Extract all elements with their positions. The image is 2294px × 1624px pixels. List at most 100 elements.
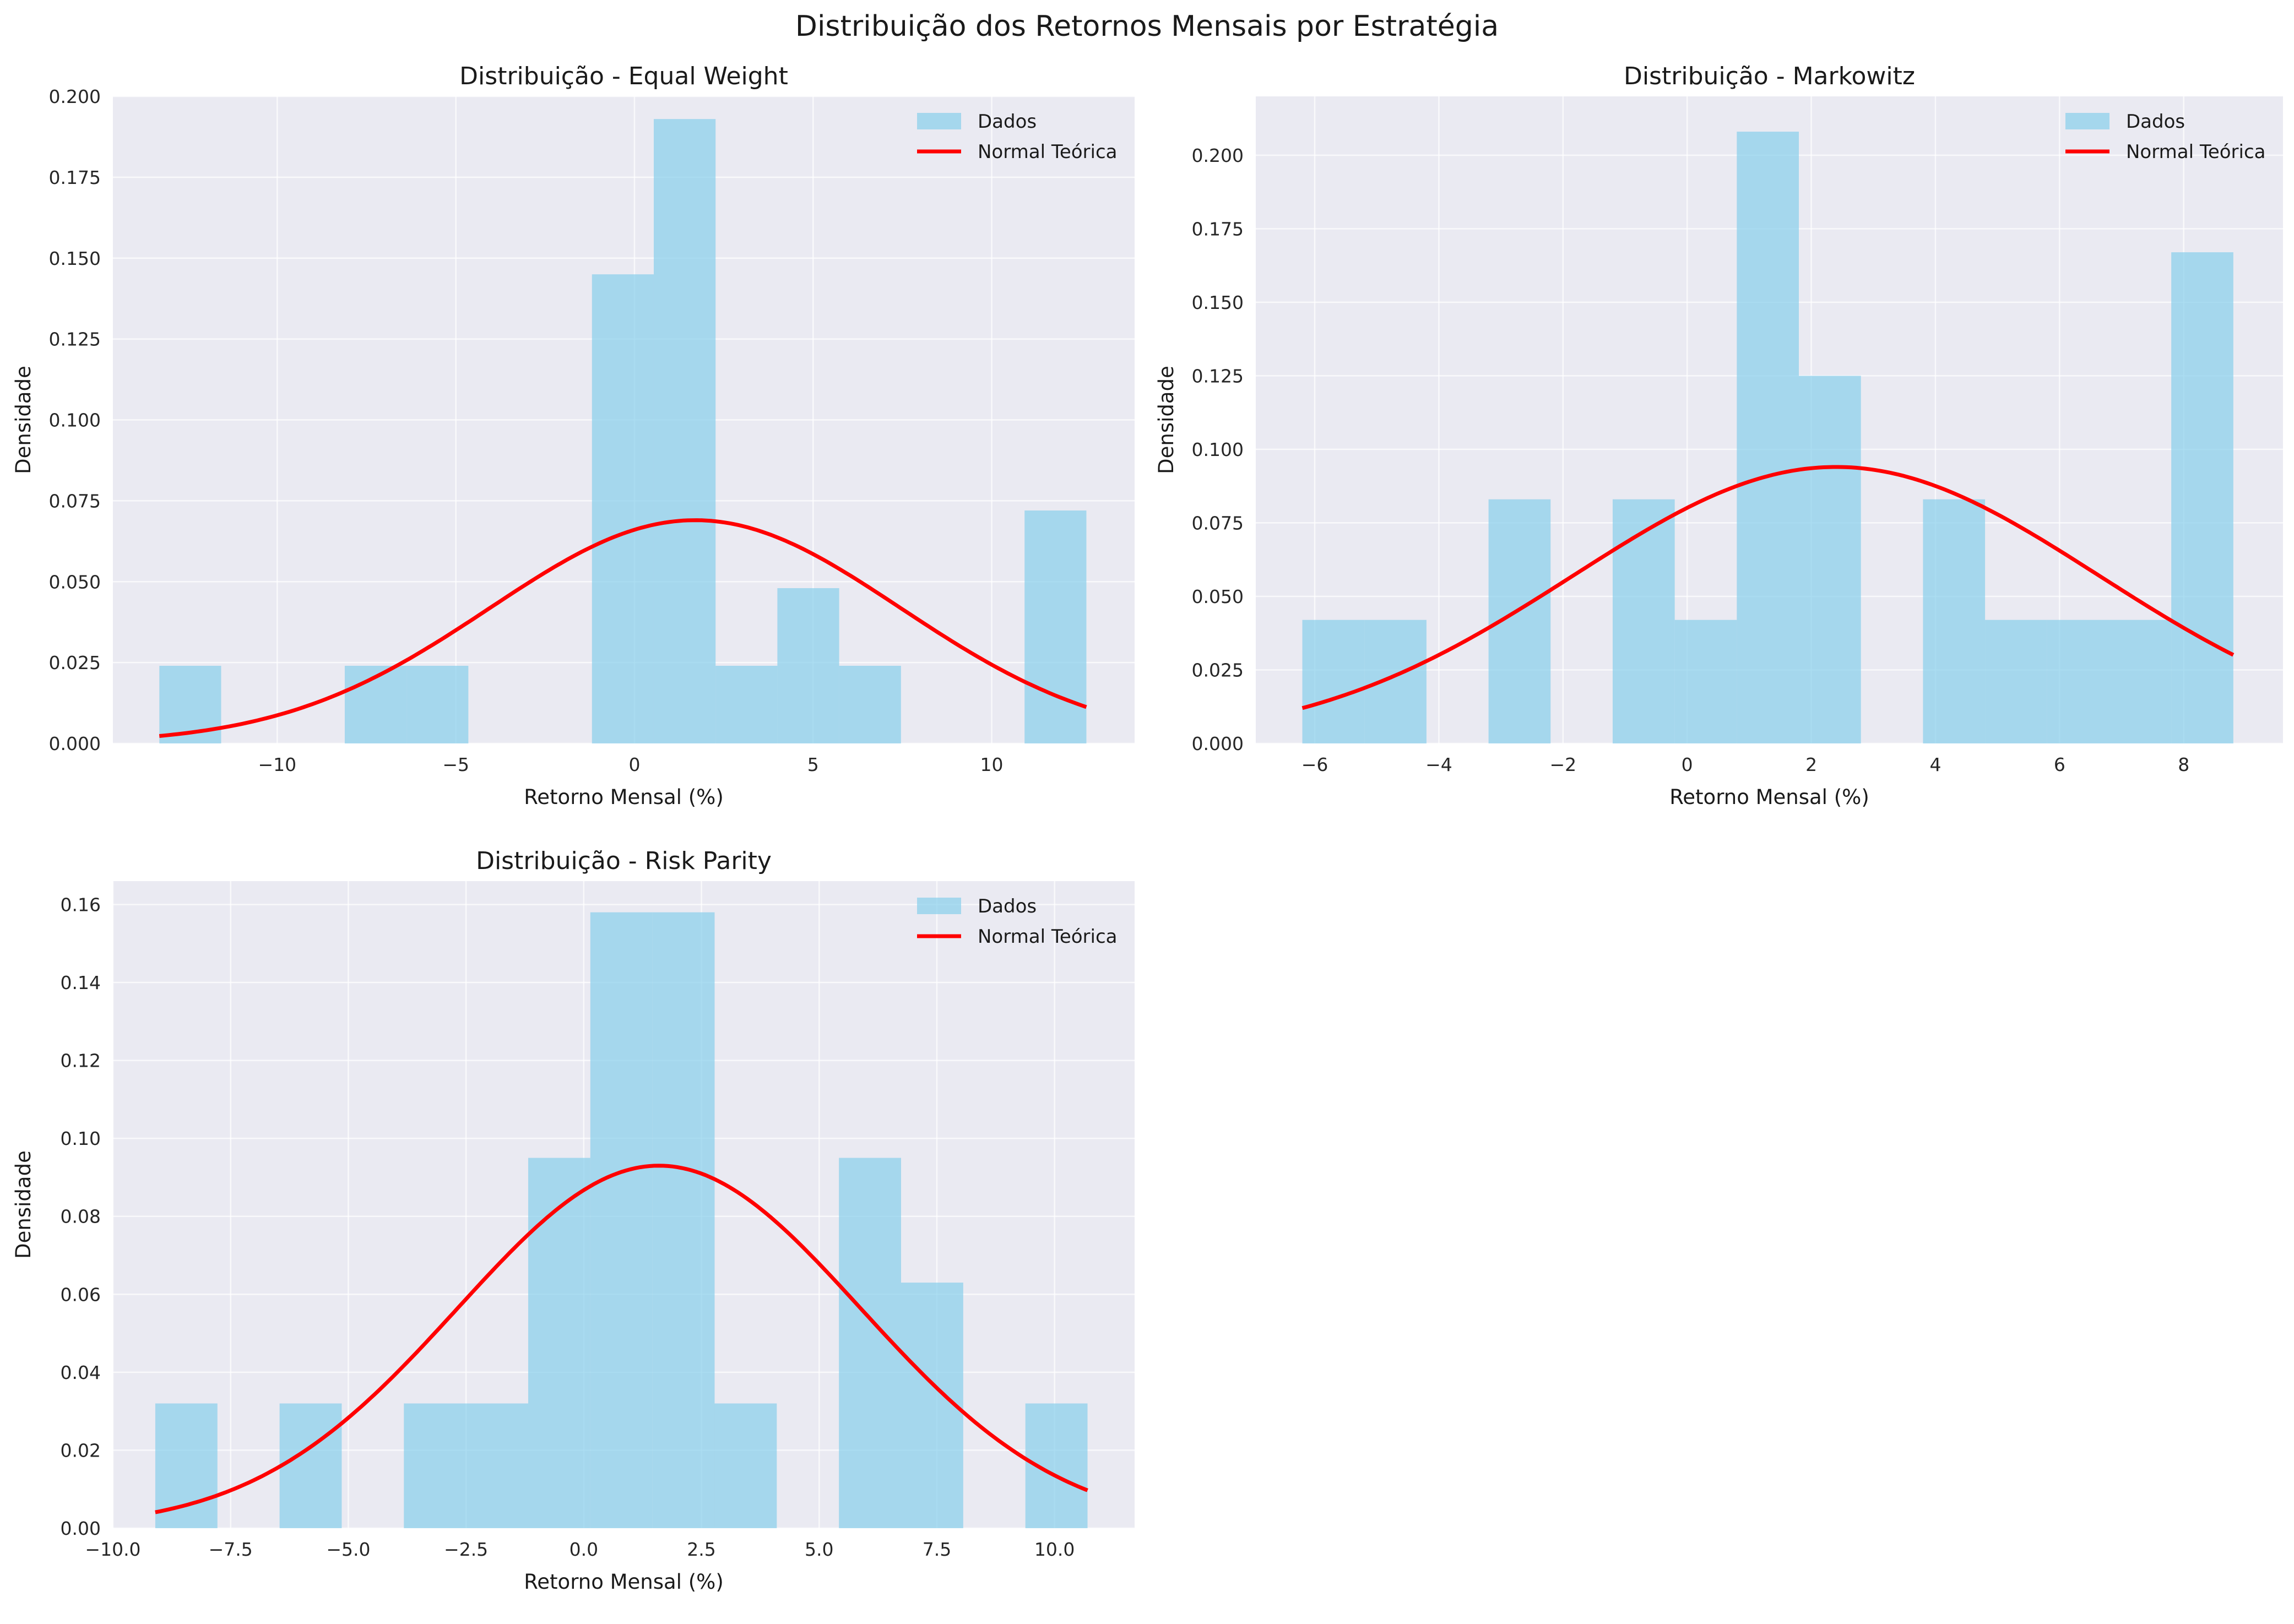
legend-label-bars: Dados: [978, 895, 1037, 917]
histogram-bar: [404, 1403, 467, 1528]
histogram: [1302, 132, 2233, 743]
histogram: [159, 119, 1087, 743]
panel-title: Distribuição - Risk Parity: [476, 847, 772, 875]
histogram-bar: [1024, 510, 1087, 743]
histogram-bar: [155, 1403, 218, 1528]
x-tick-label: 2.5: [687, 1539, 715, 1560]
x-tick-label: 0: [628, 754, 640, 775]
histogram-bar: [406, 666, 469, 743]
histogram-bar: [714, 1403, 777, 1528]
y-tick-label: 0.16: [61, 894, 101, 915]
x-tick-label: 10: [980, 754, 1004, 775]
y-tick-label: 0.125: [49, 329, 101, 350]
histogram-bar: [1302, 620, 1365, 743]
figure-title: Distribuição dos Retornos Mensais por Es…: [795, 10, 1499, 43]
normal-curve: [155, 1164, 1088, 1514]
legend: Dados Normal Teórica: [917, 895, 1118, 948]
y-tick-label: 0.200: [49, 86, 101, 107]
y-tick-label: 0.06: [61, 1284, 101, 1305]
x-tick-label: −10: [258, 754, 297, 775]
panel-title: Distribuição - Equal Weight: [459, 62, 788, 90]
legend-label-bars: Dados: [2126, 111, 2185, 133]
chart-equal-weight: Distribuição - Equal Weight −10 −5 0 5 10 0.00…: [12, 62, 1135, 809]
x-tick-label: −5: [442, 754, 469, 775]
histogram-bar: [1674, 620, 1737, 743]
x-tick-label: −2.5: [444, 1539, 488, 1560]
y-tick-label: 0.025: [49, 652, 101, 674]
histogram-bar: [2109, 620, 2172, 743]
y-tick-label: 0.075: [49, 490, 101, 512]
histogram-bar: [1612, 499, 1675, 743]
ticks: −6 −4 −2 0 2 4 6 8 0.000 0.025 0.050 0.075 0.100 0.12…: [1192, 145, 2190, 775]
histogram-bar: [1923, 499, 1986, 743]
y-tick-label: 0.10: [61, 1128, 101, 1149]
y-tick-label: 0.150: [49, 248, 101, 269]
y-tick-label: 0.175: [1192, 218, 1244, 240]
y-tick-label: 0.02: [61, 1440, 101, 1461]
histogram-bar: [777, 588, 839, 743]
x-tick-label: 4: [1929, 754, 1941, 775]
x-tick-label: −6: [1301, 754, 1328, 775]
y-tick-label: 0.175: [49, 167, 101, 188]
ticks: −10 −5 0 5 10 0.000 0.025 0.050 0.075 0.100 0.125 0…: [49, 86, 1004, 775]
x-tick-label: −5.0: [326, 1539, 370, 1560]
chart-risk-parity: Distribuição - Risk Parity−10.0 −7.5 −5.0−…: [12, 847, 1135, 1594]
histogram-bar: [652, 912, 715, 1528]
panel-title: Distribuição - Markowitz: [1624, 62, 1915, 90]
histogram-bar: [2047, 620, 2109, 743]
legend-label-curve: Normal Teórica: [2126, 141, 2266, 163]
chart-markowitz: Distribuição - Markowitz −6 −4 −2 0 2 4 6 8 0.000…: [1154, 62, 2283, 809]
histogram-bar: [590, 912, 653, 1528]
histogram-bar: [839, 666, 901, 743]
legend-swatch-bars: [2065, 113, 2109, 129]
histogram-bar: [1985, 620, 2047, 743]
y-tick-label: 0.050: [1192, 586, 1244, 607]
legend: Dados Normal Teórica: [917, 111, 1118, 163]
y-tick-label: 0.14: [61, 972, 101, 993]
y-tick-label: 0.200: [1192, 145, 1244, 166]
y-axis-label: Densidade: [12, 366, 35, 474]
y-axis-label: Densidade: [1154, 366, 1178, 474]
legend-swatch-bars: [917, 898, 961, 914]
x-tick-label: 2: [1805, 754, 1817, 775]
x-axis-label: Retorno Mensal (%): [1669, 785, 1869, 809]
x-tick-label: 5: [807, 754, 819, 775]
histogram-bar: [1737, 132, 1799, 743]
y-tick-label: 0.100: [1192, 439, 1244, 460]
histogram-bar: [528, 1158, 590, 1528]
x-tick-label: 10.0: [1034, 1539, 1075, 1560]
y-tick-label: 0.100: [49, 410, 101, 431]
y-tick-label: 0.025: [1192, 659, 1244, 681]
x-tick-label: 0.0: [570, 1539, 598, 1560]
y-tick-label: 0.075: [1192, 512, 1244, 534]
legend: Dados Normal Teórica: [2065, 111, 2266, 163]
normal-curve: [1301, 465, 2235, 710]
y-tick-label: 0.04: [61, 1362, 101, 1383]
y-tick-label: 0.150: [1192, 292, 1244, 313]
histogram-bar: [1799, 376, 1861, 743]
histogram-bar: [653, 119, 716, 743]
y-tick-label: 0.000: [1192, 733, 1244, 754]
x-tick-label: 0: [1682, 754, 1693, 775]
legend-label-curve: Normal Teórica: [978, 926, 1118, 948]
legend-label-curve: Normal Teórica: [978, 141, 1118, 163]
y-tick-label: 0.00: [61, 1518, 101, 1539]
histogram-bar: [466, 1403, 528, 1528]
histogram-bar: [279, 1403, 342, 1528]
x-tick-label: 7.5: [923, 1539, 951, 1560]
x-axis-label: Retorno Mensal (%): [524, 1570, 724, 1594]
y-axis-label: Densidade: [12, 1150, 35, 1259]
x-tick-label: −7.5: [209, 1539, 253, 1560]
normal-curve: [159, 518, 1087, 738]
y-tick-label: 0.125: [1192, 365, 1244, 387]
x-axis-label: Retorno Mensal (%): [524, 785, 724, 809]
histogram-bar: [2171, 252, 2233, 743]
x-tick-label: 5.0: [805, 1539, 833, 1560]
histogram-bar: [715, 666, 778, 743]
ticks: −10.0 −7.5 −5.0 −2.5 0.0 2.5 5.0 7.5 10.0 0.00 0.0…: [61, 894, 1075, 1560]
y-tick-label: 0.050: [49, 571, 101, 593]
x-tick-label: −4: [1425, 754, 1452, 775]
legend-label-bars: Dados: [978, 111, 1037, 133]
x-tick-label: −2: [1549, 754, 1576, 775]
y-tick-label: 0.12: [61, 1050, 101, 1072]
